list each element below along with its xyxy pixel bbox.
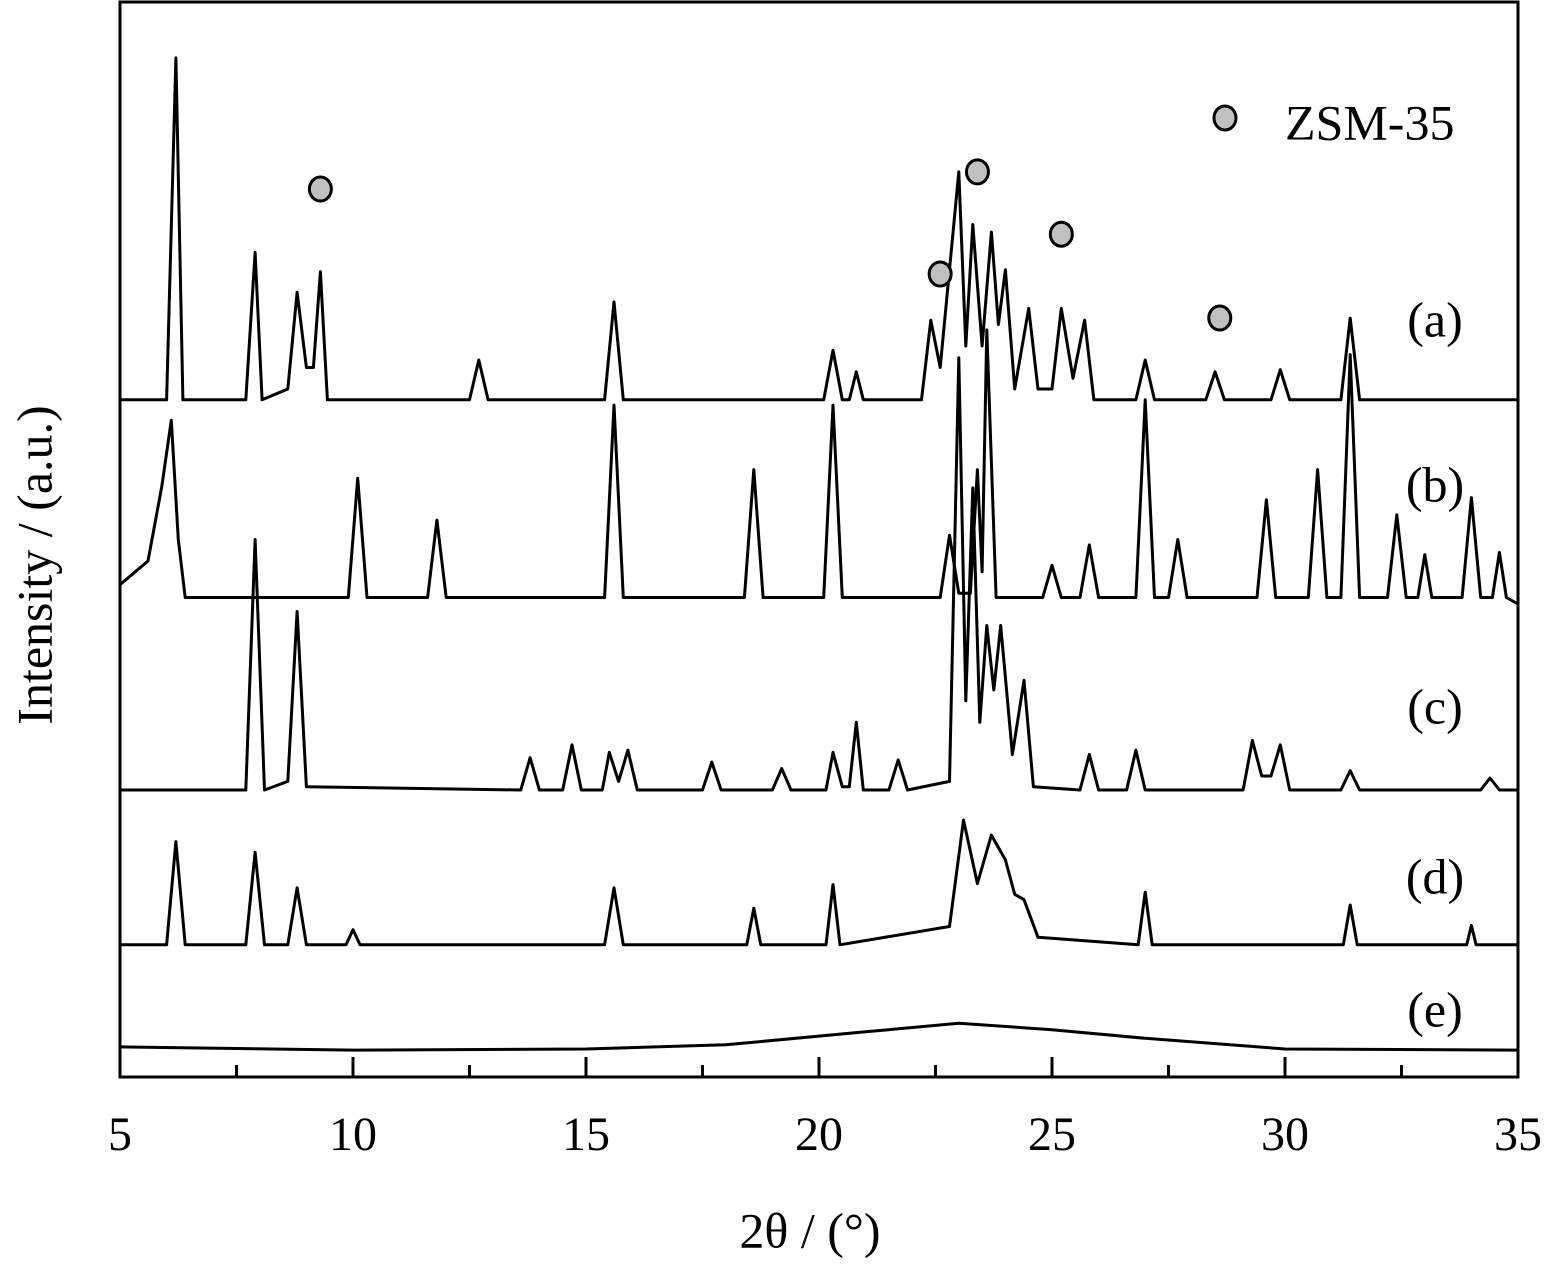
- plot-frame: [118, 0, 1520, 1079]
- phase-marker: [1048, 220, 1074, 248]
- phase-marker: [1207, 304, 1233, 332]
- xrd-curve: [120, 818, 1518, 947]
- x-tick-label: 25: [1028, 1108, 1076, 1161]
- curve-label: (c): [1407, 678, 1463, 734]
- legend-marker: [1212, 104, 1238, 132]
- curve-label: (a): [1407, 291, 1463, 347]
- legend-label: ZSM-35: [1285, 94, 1454, 150]
- phase-marker: [964, 158, 990, 186]
- xrd-curve: [120, 356, 1518, 792]
- xrd-curve: [119, 1021, 1519, 1052]
- curve-label: (b): [1406, 456, 1464, 512]
- x-tick-label: 10: [329, 1108, 377, 1161]
- curve-label: (e): [1407, 981, 1463, 1037]
- x-tick-label: 15: [562, 1108, 610, 1161]
- x-tick-label: 30: [1261, 1108, 1309, 1161]
- y-axis-title: Intensity / (a.u.): [6, 405, 62, 724]
- x-tick-label: 5: [108, 1108, 132, 1161]
- x-axis-title: 2θ / (°): [739, 1202, 880, 1258]
- x-tick-label: 20: [795, 1108, 843, 1161]
- phase-marker: [307, 175, 333, 203]
- phase-marker: [927, 260, 953, 288]
- xrd-curve: [119, 328, 1519, 606]
- curve-label: (d): [1406, 848, 1464, 904]
- x-tick-label: 35: [1494, 1108, 1542, 1161]
